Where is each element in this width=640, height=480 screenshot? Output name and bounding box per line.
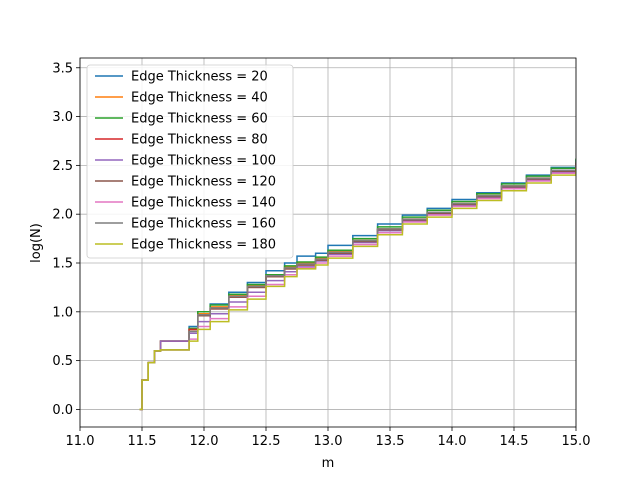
legend-label: Edge Thickness = 120 [131,175,276,190]
legend-box [86,64,294,259]
x-tick-label: 14.5 [500,434,529,449]
y-tick-label: 1.0 [52,305,73,320]
series-line-9 [139,167,576,411]
y-tick-label: 2.5 [52,159,73,174]
axes: 11.0 11.5 12.0 12.5 13.0 13.5 14.0 14.5 15.0 0.0 0… [52,57,591,449]
y-tick-label: 0.5 [52,354,73,369]
legend-label: Edge Thickness = 140 [131,196,276,211]
y-axis-label: log(N) [29,223,44,263]
legend-label: Edge Thickness = 80 [131,133,268,148]
x-tick-label: 11.0 [66,434,95,449]
legend-label: Edge Thickness = 20 [131,70,268,85]
x-tick-label: 12.0 [190,434,219,449]
x-tick-label: 11.5 [128,434,157,449]
y-tick-label: 3.0 [52,110,73,125]
y-tick-label: 1.5 [52,257,73,272]
legend-label: Edge Thickness = 40 [131,91,268,106]
legend-label: Edge Thickness = 160 [131,217,276,232]
plot-area [139,158,576,411]
y-tick-label: 3.5 [52,61,73,76]
y-tick-label: 2.0 [52,208,73,223]
axes-frame [79,57,577,428]
x-tick-label: 12.5 [252,434,281,449]
x-tick-label: 13.5 [376,434,405,449]
x-tick-label: 15.0 [562,434,591,449]
y-tick-label: 0.0 [52,403,73,418]
x-tick-label: 14.0 [438,434,467,449]
x-axis-label: m [322,456,335,471]
legend: Edge Thickness = 20 Edge Thickness = 40 Ed… [86,64,294,259]
legend-label: Edge Thickness = 60 [131,112,268,127]
legend-label: Edge Thickness = 100 [131,154,276,169]
legend-label: Edge Thickness = 180 [131,238,276,253]
x-tick-label: 13.0 [314,434,343,449]
